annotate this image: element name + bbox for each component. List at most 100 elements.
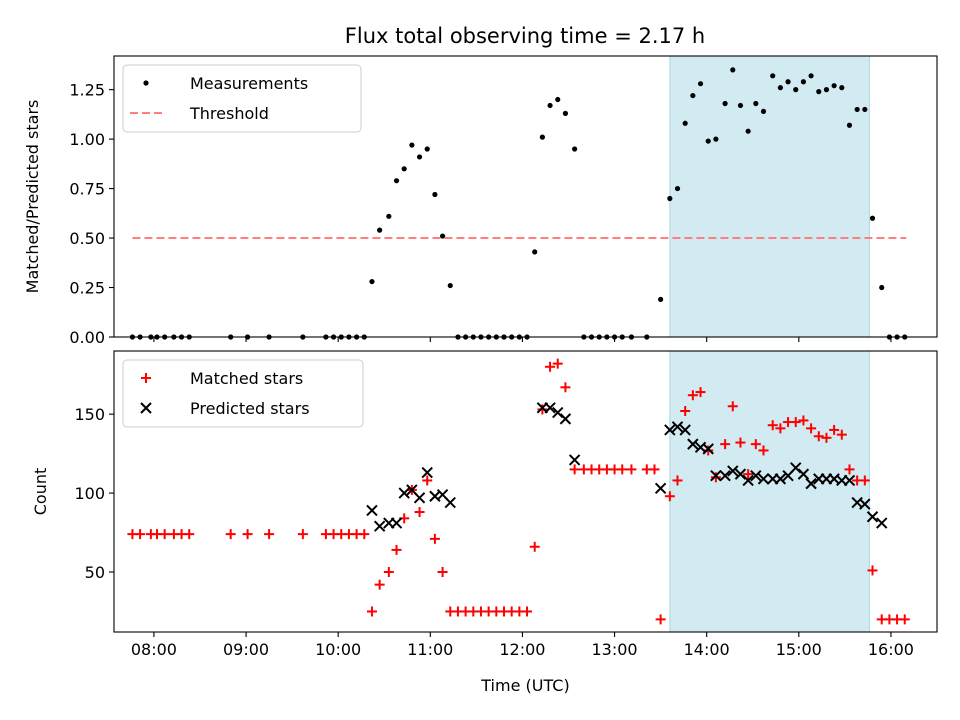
y-tick-label: 0.75 <box>69 180 105 199</box>
measurement-point <box>713 136 719 142</box>
measurement-point <box>745 128 751 134</box>
y-tick-label: 0.50 <box>69 229 105 248</box>
x-tick-label: 10:00 <box>315 640 361 659</box>
predicted-star-point <box>710 470 722 482</box>
matched-star-point <box>775 423 786 434</box>
legend-box <box>122 359 364 428</box>
matched-star-point <box>522 606 533 617</box>
observing-span-bottom <box>669 350 870 633</box>
matched-star-point <box>672 475 683 486</box>
predicted-star-point <box>797 468 810 480</box>
predicted-star-point <box>671 421 684 433</box>
measurement-point <box>760 108 767 115</box>
matched-star-point <box>758 445 769 456</box>
matched-star-point <box>437 567 448 578</box>
predicted-star-point <box>859 498 871 510</box>
matched-star-point <box>617 464 628 475</box>
count-legend: Matched stars Predicted stars <box>122 359 364 428</box>
measurement-point <box>808 73 814 79</box>
measurement-point <box>697 81 704 87</box>
measurement-point <box>555 96 561 103</box>
predicted-star-point <box>373 520 386 532</box>
predicted-star-point <box>757 473 770 485</box>
ratio-y-ticks: 0.00 0.25 0.50 0.75 1.00 1.25 <box>69 81 114 347</box>
predicted-star-point <box>843 474 856 487</box>
measurement-point <box>416 154 423 160</box>
y-tick-label: 0.00 <box>69 328 105 347</box>
matched-star-point <box>649 464 660 475</box>
matched-star-point <box>720 439 731 450</box>
matched-star-point <box>242 529 253 540</box>
matched-star-point <box>664 491 675 502</box>
count-y-ticks: 50 100 150 <box>74 405 114 582</box>
y-tick-label: 100 <box>74 484 105 503</box>
legend-box <box>122 64 362 133</box>
measurement-point <box>401 166 407 172</box>
matched-star-point <box>184 529 195 540</box>
matched-star-point <box>560 382 571 393</box>
predicted-star-point <box>679 424 691 436</box>
x-tick-label: 09:00 <box>223 640 269 659</box>
matched-star-point <box>750 439 761 450</box>
legend-label: Measurements <box>190 74 308 93</box>
matched-star-point <box>569 464 580 475</box>
predicted-star-point <box>664 424 676 436</box>
measurement-point <box>539 134 545 140</box>
legend-label: Threshold <box>189 104 269 123</box>
measurement-point <box>753 100 759 107</box>
measurement-point <box>532 249 538 255</box>
matched-star-point <box>383 567 394 578</box>
matched-star-point <box>225 529 236 540</box>
x-tick-label: 15:00 <box>776 640 822 659</box>
measurement-point <box>432 191 438 198</box>
predicted-star-point <box>876 517 888 529</box>
matched-star-point <box>159 529 170 540</box>
predicted-star-point <box>719 470 731 482</box>
measurement-point <box>854 106 860 113</box>
predicted-star-point <box>702 443 714 455</box>
matched-star-point <box>545 361 556 372</box>
count-y-axis-label: Count <box>31 468 50 516</box>
matched-star-point <box>743 469 754 480</box>
measurement-point <box>869 215 876 221</box>
x-tick-label: 12:00 <box>499 640 545 659</box>
measurement-point <box>409 142 415 148</box>
predicted-star-point <box>559 413 572 425</box>
measurement-point <box>547 102 553 109</box>
measurement-point <box>682 120 688 126</box>
measurement-point <box>862 106 868 113</box>
matched-star-point <box>429 533 440 544</box>
matched-star-point <box>366 606 377 617</box>
measurement-point <box>447 282 453 289</box>
matched-star-point <box>813 431 824 442</box>
matched-star-point <box>422 475 433 486</box>
measurement-point <box>730 67 736 73</box>
legend-dot-handle <box>143 80 149 86</box>
predicted-star-point <box>687 438 699 450</box>
measurement-point <box>572 146 578 152</box>
predicted-star-point <box>421 466 433 479</box>
matched-star-point <box>264 529 275 540</box>
x-tick-label: 13:00 <box>592 640 638 659</box>
matched-star-point <box>790 417 801 428</box>
predicted-star-point <box>742 474 754 487</box>
measurement-point <box>831 83 837 89</box>
measurement-point <box>793 87 799 93</box>
measurement-point <box>770 73 776 79</box>
matched-star-point <box>798 415 809 426</box>
y-tick-label: 1.25 <box>69 81 105 100</box>
matched-star-point <box>727 401 738 412</box>
y-tick-label: 50 <box>85 563 105 582</box>
ratio-panel: 0.00 0.25 0.50 0.75 1.00 1.25 Matched/Predict… <box>23 55 938 347</box>
matched-star-point <box>859 475 870 486</box>
predicted-star-point <box>413 492 426 504</box>
observing-span-top <box>669 55 870 338</box>
measurement-point <box>785 79 791 85</box>
predicted-star-point <box>654 482 667 495</box>
measurement-point <box>369 278 375 285</box>
measurement-point <box>386 213 392 219</box>
measurement-point <box>667 195 673 202</box>
predicted-star-point <box>805 477 817 490</box>
count-x-axis-label: Time (UTC) <box>480 676 569 695</box>
matched-star-point <box>680 405 691 416</box>
